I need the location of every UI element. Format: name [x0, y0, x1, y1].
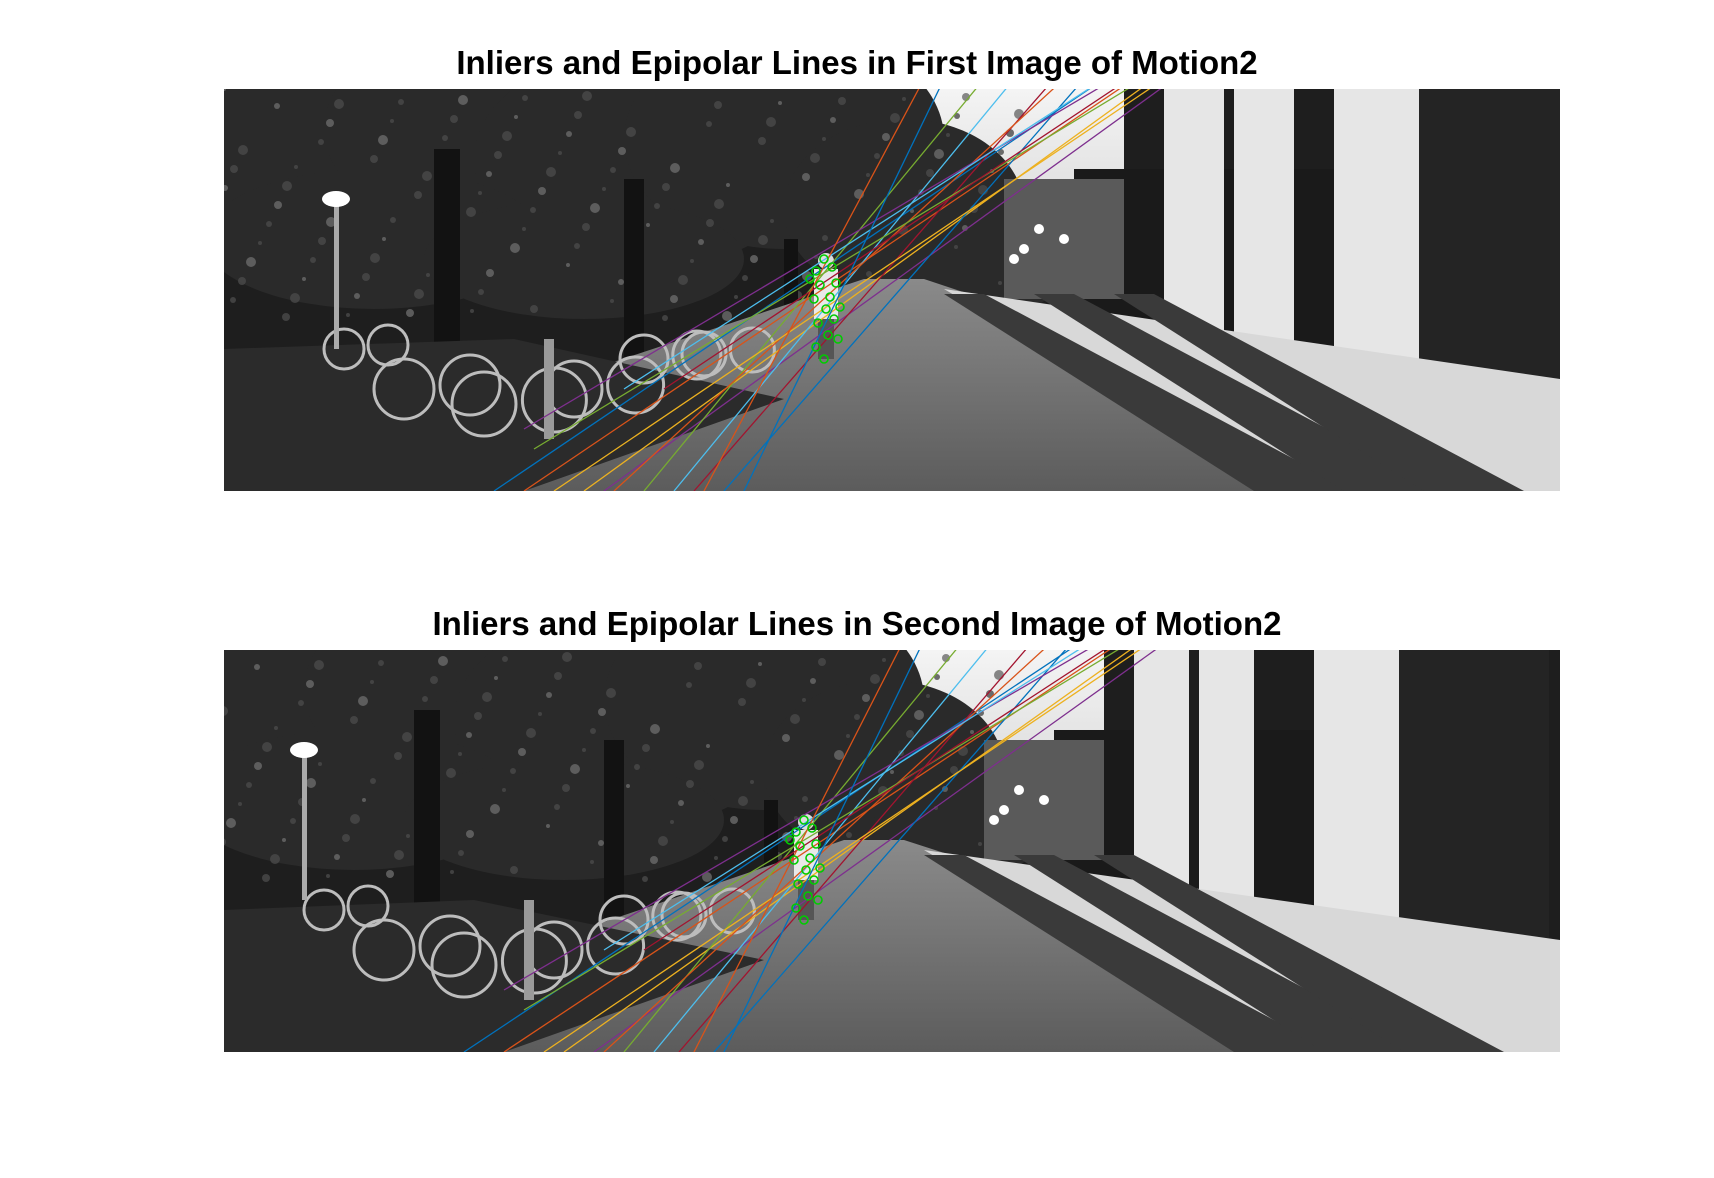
- epipolar-line: [583, 89, 1142, 491]
- parked-bicycles: [322, 323, 776, 438]
- epipolar-lines: [493, 89, 1162, 491]
- inlier-marker: [823, 330, 833, 340]
- epipolar-line: [623, 89, 1090, 390]
- epipolar-line: [543, 650, 1141, 1052]
- street-lamp: [1019, 244, 1029, 254]
- inlier-points: [785, 815, 825, 925]
- scene-image: [224, 650, 1560, 1052]
- pillar: [1314, 650, 1399, 920]
- inlier-marker: [833, 334, 843, 344]
- inlier-marker: [815, 280, 825, 290]
- pillar: [1334, 89, 1419, 359]
- left-sidewalk: [224, 339, 784, 491]
- bollard: [544, 339, 554, 439]
- pillar-shadows: [924, 855, 1504, 1052]
- second-image-panel: [224, 650, 1560, 1052]
- epipolar-line: [723, 89, 1077, 491]
- epipolar-line: [563, 650, 1132, 1052]
- inlier-marker: [813, 318, 823, 328]
- bollard: [524, 900, 534, 1000]
- epipolar-line: [663, 89, 1116, 390]
- epipolar-line: [593, 650, 1157, 1052]
- inlier-marker: [793, 879, 803, 889]
- inlier-marker: [791, 903, 801, 913]
- inlier-marker: [799, 915, 809, 925]
- inlier-marker: [811, 839, 821, 849]
- epipolar-line: [523, 89, 1121, 491]
- inlier-marker: [805, 274, 815, 284]
- epipolar-line: [533, 89, 1129, 450]
- inlier-marker: [829, 314, 839, 324]
- inlier-marker: [789, 855, 799, 865]
- inlier-marker: [811, 266, 821, 276]
- epipolar-line: [703, 89, 920, 491]
- inlier-marker: [819, 254, 829, 264]
- panel-1-title: Inliers and Epipolar Lines in First Imag…: [456, 44, 1258, 81]
- epipolar-line: [693, 650, 900, 1052]
- pillar: [1199, 650, 1254, 930]
- street-lamp: [989, 815, 999, 825]
- epipolar-line: [743, 89, 940, 491]
- inlier-marker: [819, 354, 829, 364]
- street-lamp: [1039, 795, 1049, 805]
- street-lamp: [999, 805, 1009, 815]
- inlier-points: [805, 254, 845, 364]
- epipolar-lines: [463, 650, 1157, 1052]
- epipolar-line: [643, 650, 1105, 951]
- inlier-marker: [835, 302, 845, 312]
- epipolar-line: [693, 89, 1047, 491]
- street-lamp: [1014, 785, 1024, 795]
- epipolar-line: [523, 650, 1119, 1011]
- inlier-marker: [785, 835, 795, 845]
- inlier-marker: [815, 863, 825, 873]
- glass-facade: [1399, 650, 1549, 940]
- glass-facade: [1419, 89, 1560, 379]
- epipolar-line: [678, 650, 1027, 1052]
- inlier-marker: [813, 895, 823, 905]
- inlier-marker: [809, 875, 819, 885]
- inlier-marker: [831, 278, 841, 288]
- first-image-panel: [224, 89, 1560, 491]
- scene-image: [224, 89, 1560, 491]
- street-lamp: [1034, 224, 1044, 234]
- street-lamp: [1059, 234, 1069, 244]
- parked-bicycles: [302, 884, 756, 999]
- inlier-marker: [801, 865, 811, 875]
- inlier-marker: [805, 853, 815, 863]
- epipolar-line: [603, 650, 1045, 1052]
- inlier-marker: [803, 891, 813, 901]
- inlier-marker: [807, 823, 817, 833]
- epipolar-line: [723, 650, 920, 1052]
- epipolar-line: [523, 89, 1099, 430]
- lamp-globe: [322, 191, 350, 207]
- inlier-marker: [795, 841, 805, 851]
- inlier-marker: [821, 304, 831, 314]
- inlier-marker: [811, 342, 821, 352]
- inlier-marker: [827, 262, 837, 272]
- inlier-marker: [809, 294, 819, 304]
- panel-2-title: Inliers and Epipolar Lines in Second Ima…: [432, 605, 1282, 642]
- inlier-marker: [799, 815, 809, 825]
- pillar-shadows: [944, 294, 1524, 491]
- epipolar-line: [493, 89, 1091, 491]
- lamp-post: [302, 750, 307, 900]
- epipolar-line: [603, 89, 1162, 491]
- epipolar-line: [503, 650, 1089, 991]
- inlier-marker: [825, 292, 835, 302]
- inlier-marker: [791, 827, 801, 837]
- lamp-globe: [290, 742, 318, 758]
- lamp-post: [334, 199, 339, 349]
- pillar: [1234, 89, 1294, 369]
- street-lamp: [1009, 254, 1019, 264]
- epipolar-line: [553, 89, 1151, 491]
